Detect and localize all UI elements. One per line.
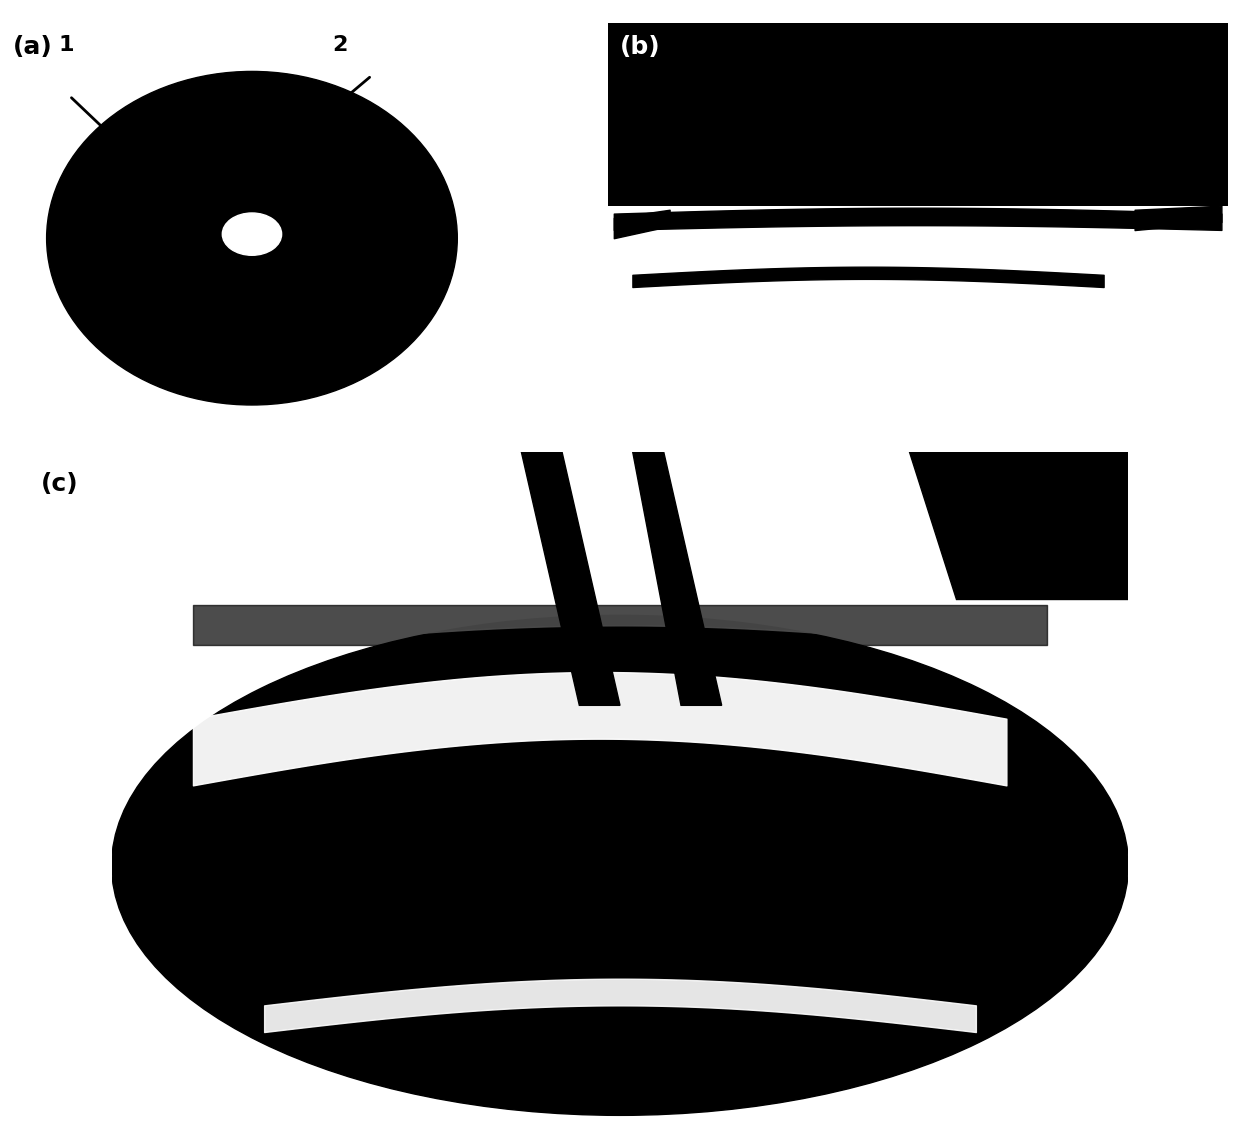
Polygon shape bbox=[905, 438, 1128, 599]
FancyBboxPatch shape bbox=[608, 23, 1228, 206]
Text: (b): (b) bbox=[620, 35, 661, 59]
Ellipse shape bbox=[112, 616, 1128, 1115]
Text: 1: 1 bbox=[58, 35, 73, 54]
Ellipse shape bbox=[47, 71, 458, 405]
Polygon shape bbox=[518, 438, 620, 705]
Text: (a): (a) bbox=[12, 35, 52, 59]
Circle shape bbox=[222, 212, 281, 255]
Text: (c): (c) bbox=[41, 472, 78, 496]
Text: 2: 2 bbox=[332, 35, 347, 54]
Polygon shape bbox=[630, 438, 722, 705]
